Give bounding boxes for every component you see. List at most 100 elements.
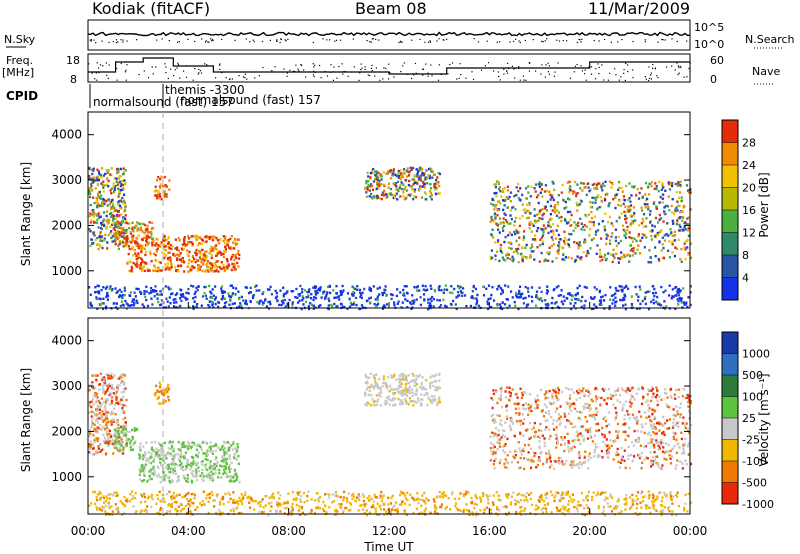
range-cell	[150, 455, 153, 458]
range-cell	[120, 381, 123, 384]
range-cell	[663, 210, 666, 213]
range-cell	[126, 242, 129, 246]
range-cell	[114, 431, 117, 435]
range-cell	[140, 262, 143, 265]
range-cell	[384, 193, 387, 196]
range-cell	[377, 393, 380, 397]
range-cell	[316, 291, 319, 295]
range-cell	[117, 167, 120, 171]
range-cell	[143, 247, 146, 251]
range-cell	[122, 167, 125, 170]
range-cell	[141, 267, 144, 271]
nave-point	[170, 68, 172, 70]
nave-point	[219, 68, 221, 70]
range-cell	[601, 433, 604, 436]
range-cell	[118, 233, 121, 237]
range-cell	[367, 402, 370, 405]
range-cell	[124, 169, 127, 172]
range-cell	[526, 216, 529, 220]
range-cell	[350, 303, 353, 306]
range-cell	[401, 376, 404, 380]
range-cell	[557, 284, 560, 288]
nave-point	[125, 69, 127, 71]
range-cell	[399, 392, 402, 395]
range-cell	[508, 398, 511, 402]
range-cell	[135, 262, 138, 266]
range-cell	[206, 265, 209, 269]
range-cell	[124, 299, 127, 303]
range-cell	[225, 239, 228, 242]
range-cell	[370, 385, 374, 388]
range-cell	[133, 240, 137, 243]
range-cell	[366, 401, 369, 404]
range-cell	[515, 248, 518, 251]
range-cell	[459, 290, 462, 293]
range-cell	[622, 253, 626, 256]
nave-point	[656, 75, 658, 77]
range-cell	[356, 285, 359, 288]
range-cell	[596, 244, 599, 247]
range-cell	[137, 263, 140, 267]
range-cell	[153, 470, 156, 473]
range-cell	[108, 375, 111, 379]
range-cell	[661, 184, 664, 187]
range-cell	[390, 193, 393, 196]
range-cell	[164, 455, 167, 459]
range-cell	[142, 222, 145, 226]
range-cell	[413, 384, 416, 387]
range-cell	[412, 302, 415, 305]
range-cell	[258, 289, 261, 292]
range-cell	[614, 228, 617, 231]
range-cell	[219, 464, 222, 467]
range-cell	[111, 214, 114, 217]
nave-point	[472, 78, 475, 80]
nave-point	[431, 75, 433, 77]
range-cell	[404, 388, 407, 391]
nsearch-point	[122, 39, 124, 41]
range-cell	[374, 178, 377, 181]
range-cell	[493, 467, 496, 470]
range-cell	[280, 303, 283, 307]
range-cell	[594, 233, 597, 236]
range-cell	[416, 175, 419, 178]
nave-point	[359, 72, 361, 74]
range-cell	[223, 249, 226, 253]
range-cell	[434, 188, 437, 191]
range-cell	[189, 468, 192, 471]
range-cell	[643, 246, 646, 249]
range-cell	[217, 241, 221, 245]
range-cell	[100, 182, 103, 185]
range-cell	[630, 441, 634, 444]
range-cell	[142, 465, 146, 469]
range-cell	[663, 234, 666, 237]
range-cell	[120, 213, 123, 216]
range-cell	[595, 186, 598, 189]
range-cell	[303, 289, 307, 292]
range-cell	[423, 186, 426, 189]
range-cell	[626, 208, 629, 211]
range-cell	[120, 221, 123, 224]
range-cell	[214, 285, 217, 288]
range-cell	[577, 432, 580, 436]
range-cell	[210, 464, 213, 468]
range-cell	[368, 286, 371, 289]
range-cell	[128, 294, 131, 297]
range-cell	[119, 188, 122, 192]
range-cell	[143, 292, 146, 296]
range-cell	[284, 305, 287, 308]
nave-point	[506, 72, 508, 74]
range-cell	[92, 169, 95, 172]
range-cell	[415, 401, 418, 404]
range-cell	[155, 242, 158, 245]
nsearch-point	[671, 38, 673, 40]
range-cell	[561, 258, 564, 261]
range-cell	[204, 457, 207, 461]
range-cell	[619, 466, 622, 469]
range-cell	[385, 401, 389, 405]
range-cell	[180, 260, 183, 263]
range-cell	[327, 297, 330, 300]
range-cell	[168, 246, 171, 250]
range-cell	[120, 200, 123, 204]
range-cell	[679, 257, 682, 261]
range-cell	[587, 182, 590, 185]
